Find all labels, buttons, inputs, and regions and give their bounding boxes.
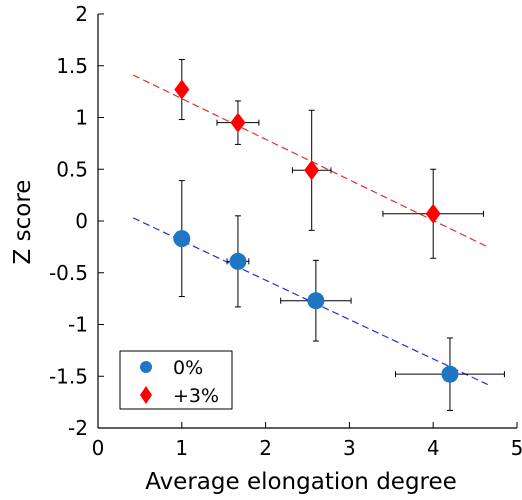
legend: 0% +3% [119, 350, 233, 410]
point-series-1-0 [174, 79, 190, 100]
y-axis-label: Z score [10, 180, 36, 265]
x-tick-label-2: 2 [259, 436, 272, 460]
legend-marker-0pct [140, 361, 152, 373]
data-markers [173, 79, 459, 383]
axes [97, 13, 518, 429]
point-series-0-2 [307, 292, 325, 310]
x-tick-label-5: 5 [511, 436, 522, 460]
y-tick-label-6: 1 [75, 106, 88, 130]
y-tick-label-0: -2 [68, 416, 88, 440]
x-tick-label-4: 4 [427, 436, 440, 460]
y-tick-label-5: 0.5 [56, 157, 88, 181]
legend-box [119, 350, 233, 410]
legend-label-0pct: 0% [173, 357, 203, 379]
y-tick-label-2: -1 [68, 313, 88, 337]
legend-label-3pct: +3% [173, 385, 219, 407]
point-series-1-1 [230, 112, 246, 133]
point-series-0-1 [229, 252, 247, 270]
point-series-0-3 [441, 365, 459, 383]
point-series-1-2 [304, 160, 320, 181]
x-axis-label: Average elongation degree [145, 469, 457, 495]
y-tick-label-4: 0 [75, 209, 88, 233]
y-tick-label-3: -0.5 [49, 261, 88, 285]
y-tick-label-8: 2 [75, 2, 88, 26]
tick-labels: 0 1 2 3 4 5 -2 -1.5 -1 -0.5 0 0.5 1 1.5 2 [49, 2, 522, 460]
point-series-0-0 [173, 230, 191, 248]
x-tick-label-1: 1 [175, 436, 188, 460]
x-tick-label-3: 3 [343, 436, 356, 460]
y-tick-label-1: -1.5 [49, 364, 88, 388]
point-series-1-3 [425, 203, 441, 224]
y-tick-label-7: 1.5 [56, 54, 88, 78]
x-tick-label-0: 0 [92, 436, 105, 460]
fit-lines [132, 74, 488, 386]
legend-marker-3pct [140, 386, 152, 404]
